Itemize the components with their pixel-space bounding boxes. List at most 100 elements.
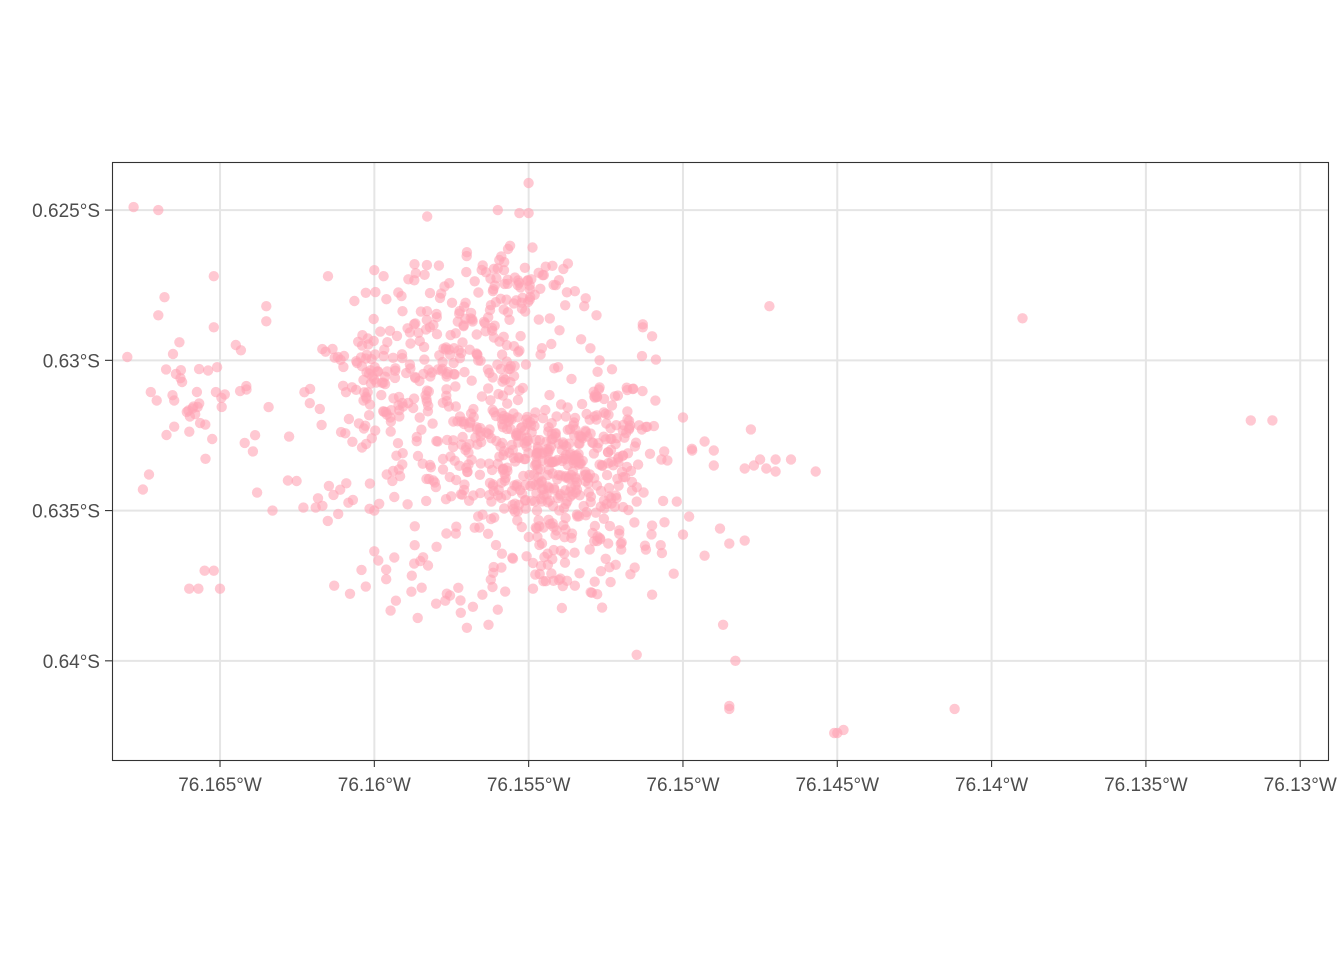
data-point	[167, 348, 179, 360]
data-point	[485, 513, 497, 525]
data-point	[569, 547, 580, 558]
data-point	[533, 515, 544, 526]
data-point	[441, 528, 452, 539]
data-point	[385, 426, 396, 437]
data-point	[640, 421, 652, 433]
data-point	[579, 301, 590, 312]
data-point	[485, 395, 496, 406]
data-point	[422, 560, 434, 571]
data-point	[521, 551, 532, 562]
data-point	[573, 511, 585, 522]
data-point	[495, 293, 506, 304]
data-point	[191, 386, 203, 398]
data-point	[471, 329, 482, 340]
data-point	[507, 444, 518, 456]
data-point	[637, 319, 648, 330]
data-point	[583, 478, 594, 489]
data-point	[616, 544, 627, 555]
data-point	[629, 517, 640, 528]
data-point	[337, 380, 349, 391]
data-point	[329, 580, 340, 591]
data-point	[589, 520, 601, 532]
data-point	[512, 412, 523, 423]
data-point	[389, 491, 400, 503]
data-point	[585, 428, 596, 439]
data-point	[414, 412, 425, 423]
data-point	[646, 331, 658, 342]
data-point	[601, 469, 613, 481]
data-point	[538, 269, 549, 281]
data-point	[659, 517, 670, 528]
data-point	[520, 453, 531, 465]
data-point	[388, 393, 399, 404]
data-point	[424, 459, 436, 471]
data-point	[498, 446, 510, 457]
data-point	[169, 395, 180, 406]
data-point	[424, 287, 436, 299]
data-point	[699, 550, 710, 561]
data-point	[461, 266, 472, 278]
data-point	[631, 496, 642, 507]
data-point	[476, 391, 488, 402]
data-point	[637, 385, 648, 397]
data-point	[566, 532, 577, 544]
data-point	[247, 446, 259, 457]
data-point	[699, 436, 710, 447]
y-tick-label: 0.625°S	[32, 201, 100, 222]
data-point	[418, 341, 430, 353]
data-point	[604, 520, 616, 532]
data-point	[646, 589, 658, 600]
data-point	[448, 357, 459, 369]
data-point	[208, 322, 219, 333]
data-point	[613, 480, 624, 491]
data-point	[677, 529, 689, 540]
data-point	[621, 461, 633, 473]
data-point	[497, 419, 508, 430]
data-point	[450, 401, 461, 412]
data-point	[623, 504, 634, 516]
data-point	[569, 286, 581, 297]
data-point	[556, 444, 567, 456]
data-point	[708, 460, 719, 471]
data-point	[630, 437, 642, 448]
data-point	[381, 564, 392, 575]
data-point	[389, 372, 401, 384]
data-point	[458, 418, 470, 430]
data-point	[505, 377, 516, 388]
data-point	[578, 500, 589, 512]
axis-ticks	[105, 209, 1301, 767]
data-point	[153, 204, 164, 216]
data-point	[606, 364, 618, 375]
data-point	[390, 595, 402, 606]
data-point	[754, 454, 766, 465]
data-points	[122, 177, 1278, 739]
data-point	[450, 528, 461, 539]
data-point	[502, 307, 514, 318]
data-point	[580, 466, 591, 478]
data-point	[343, 413, 355, 425]
data-point	[516, 421, 528, 433]
data-point	[361, 393, 372, 404]
data-point	[151, 395, 162, 406]
x-tick-label: 76.155°W	[487, 775, 571, 796]
x-tick-label: 76.135°W	[1104, 775, 1188, 796]
data-point	[466, 375, 477, 386]
data-point	[210, 386, 222, 398]
data-point	[249, 430, 261, 441]
data-point	[585, 343, 596, 354]
data-point	[493, 388, 504, 400]
data-point	[459, 479, 470, 490]
data-point	[548, 279, 559, 291]
data-point	[161, 429, 172, 441]
data-point	[499, 278, 510, 290]
data-point	[517, 292, 528, 303]
data-point	[516, 303, 528, 314]
data-point	[516, 521, 527, 533]
data-point	[595, 566, 607, 577]
data-point	[555, 545, 566, 556]
data-point	[176, 376, 188, 388]
data-point	[603, 409, 614, 420]
data-point	[184, 583, 195, 594]
data-point	[520, 359, 532, 370]
data-point	[600, 553, 611, 564]
